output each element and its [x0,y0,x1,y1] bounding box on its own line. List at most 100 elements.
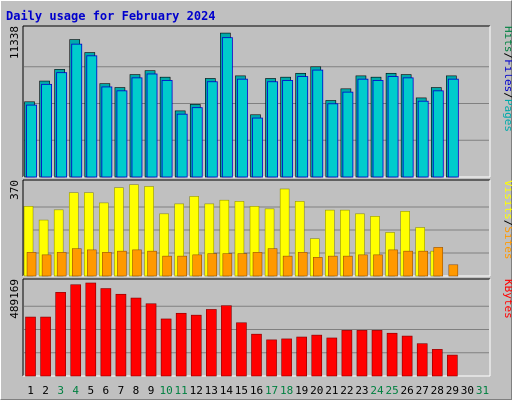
bar-pages [432,90,444,178]
bar-kbytes [416,343,428,377]
day-label: 31 [476,384,489,397]
bar-kbytes [281,338,292,377]
bar-sites [252,252,263,277]
bar-kbytes [40,316,51,377]
legend-item: Visits [502,180,512,220]
bar-kbytes [447,354,458,377]
bar-pages [312,69,324,178]
day-label: 26 [401,384,414,397]
bar-pages [146,73,158,178]
legend-item: / [502,92,512,99]
bar-kbytes [160,318,172,377]
legend-item: / [502,220,512,227]
legend-item: Sites [502,226,512,259]
legend-item: Files [502,59,512,92]
day-label: 16 [250,384,263,397]
bar-sites [147,250,157,277]
bar-sites [328,255,338,277]
bar-sites [237,253,248,277]
bar-pages [26,104,37,178]
bar-kbytes [356,330,368,377]
day-label: 23 [355,384,368,397]
legend-item: Pages [502,99,512,132]
panel-visits-sites: 370 Visits/Sites [8,179,512,277]
day-label: 29 [446,384,459,397]
bar-sites [388,249,398,277]
bar-pages [101,86,113,178]
bar-kbytes [401,335,413,377]
bar-pages [161,80,173,178]
bar-pages [327,103,339,178]
day-label: 15 [235,384,248,397]
bar-pages [447,78,459,178]
day-label: 27 [416,384,429,397]
bar-kbytes [70,284,82,377]
chart-title: Daily usage for February 2024 [6,9,216,23]
bar-kbytes [266,339,277,377]
bar-pages [131,77,143,178]
bar-sites [26,252,37,277]
bar-sites [41,254,52,277]
bar-pages [191,107,203,178]
bar-sites [297,252,308,277]
bar-sites [448,264,459,277]
bar-kbytes [100,288,112,377]
bar-sites [373,254,383,277]
bar-sites [71,248,82,277]
bar-pages [221,37,233,178]
day-label: 11 [175,384,188,397]
day-label: 3 [57,384,64,397]
bar-pages [56,72,68,178]
bar-sites [177,255,187,277]
bar-sites [267,248,278,277]
day-label: 22 [340,384,353,397]
y-axis-max-label: 370 [8,180,21,200]
bar-kbytes [115,293,127,377]
bar-sites [222,253,233,277]
legend-item: Hits [502,26,512,53]
bar-pages [176,113,188,178]
bar-pages [282,80,294,178]
bar-pages [417,100,429,178]
legend-item: KBytes [502,279,512,319]
bar-kbytes [371,330,383,377]
bar-pages [237,78,248,178]
bar-pages [116,90,128,178]
bar-sites [192,254,202,277]
bar-kbytes [85,282,97,377]
day-label: 30 [461,384,474,397]
day-label: 12 [190,384,203,397]
legend: Hits/Files/Pages [502,26,512,132]
bar-kbytes [236,322,247,377]
bar-pages [342,91,354,178]
legend-item: / [502,53,512,60]
bar-pages [297,76,309,178]
bar-kbytes [431,349,443,377]
bar-sites [313,257,323,277]
bar-sites [207,253,218,277]
bar-pages [372,80,384,178]
bar-kbytes [341,330,353,377]
legend: KBytes [502,279,512,319]
bar-kbytes [251,333,262,377]
bar-kbytes [130,297,142,377]
bar-sites [418,250,428,277]
bar-sites [102,252,112,277]
bar-kbytes [221,305,232,377]
day-label: 4 [72,384,79,397]
day-label: 8 [133,384,140,397]
bar-kbytes [190,314,202,377]
day-label: 20 [310,384,323,397]
day-label: 17 [265,384,278,397]
y-axis-max-label: 11338 [8,26,21,59]
bar-sites [87,249,97,277]
bar-pages [206,81,218,178]
bar-pages [357,78,369,178]
bar-pages [402,77,414,178]
bar-sites [282,255,293,277]
day-label: 21 [325,384,338,397]
bar-kbytes [311,334,323,377]
y-axis-max-label: 489169 [8,279,21,319]
